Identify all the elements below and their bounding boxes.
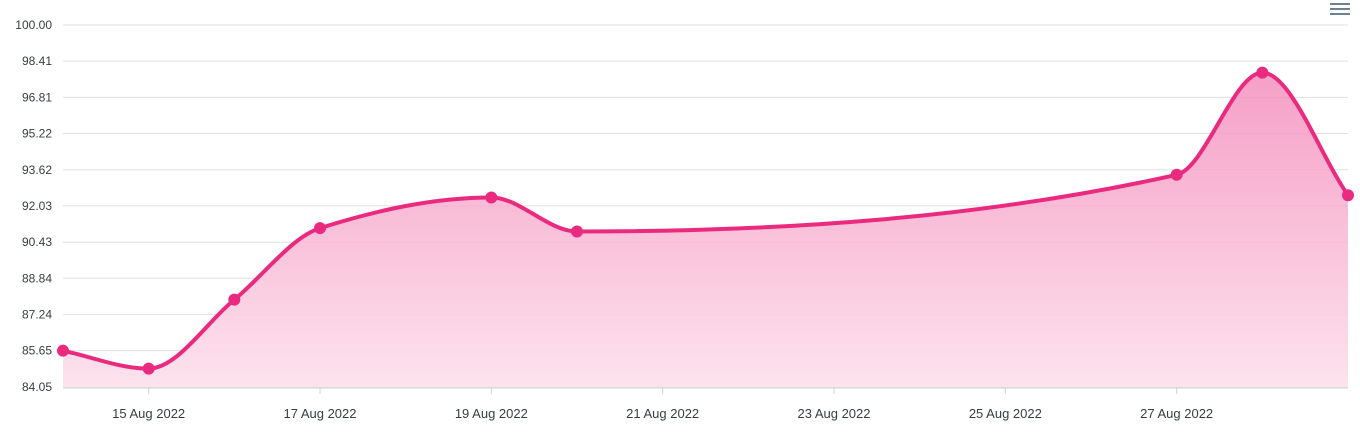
x-tick-label: 19 Aug 2022 bbox=[455, 406, 528, 421]
y-tick-label: 95.22 bbox=[22, 126, 52, 140]
x-tick-label: 27 Aug 2022 bbox=[1140, 406, 1213, 421]
data-point[interactable] bbox=[57, 344, 69, 357]
y-tick-label: 85.65 bbox=[22, 344, 52, 358]
x-tick-label: 15 Aug 2022 bbox=[112, 406, 185, 421]
y-axis: 100.00 98.41 96.81 95.22 93.62 92.03 90.43 88.8… bbox=[15, 18, 52, 394]
y-tick-label: 93.62 bbox=[22, 163, 52, 177]
y-tick-label: 88.84 bbox=[22, 271, 52, 285]
x-tick-label: 21 Aug 2022 bbox=[626, 406, 699, 421]
data-point[interactable] bbox=[142, 362, 155, 375]
y-tick-label: 98.41 bbox=[22, 54, 52, 68]
data-point[interactable] bbox=[1256, 66, 1269, 79]
series-line bbox=[61, 70, 1350, 371]
y-tick-label: 96.81 bbox=[22, 90, 52, 104]
series-points bbox=[57, 66, 1354, 375]
y-tick-label: 100.00 bbox=[15, 18, 52, 32]
y-tick-label: 90.43 bbox=[22, 235, 52, 249]
data-point[interactable] bbox=[1170, 168, 1183, 181]
y-tick-label: 92.03 bbox=[22, 199, 52, 213]
data-point[interactable] bbox=[1342, 189, 1354, 202]
y-tick-label: 84.05 bbox=[22, 380, 52, 394]
x-axis: 15 Aug 2022 17 Aug 2022 19 Aug 2022 21 Aug … bbox=[63, 387, 1348, 421]
data-point[interactable] bbox=[485, 191, 498, 204]
x-tick-label: 25 Aug 2022 bbox=[969, 406, 1042, 421]
hamburger-menu-icon[interactable] bbox=[1330, 0, 1350, 15]
x-tick-label: 23 Aug 2022 bbox=[797, 406, 870, 421]
data-point[interactable] bbox=[571, 225, 583, 238]
data-point[interactable] bbox=[228, 293, 241, 306]
data-point[interactable] bbox=[314, 222, 326, 235]
x-tick-label: 17 Aug 2022 bbox=[283, 406, 356, 421]
y-tick-label: 87.24 bbox=[22, 308, 52, 322]
